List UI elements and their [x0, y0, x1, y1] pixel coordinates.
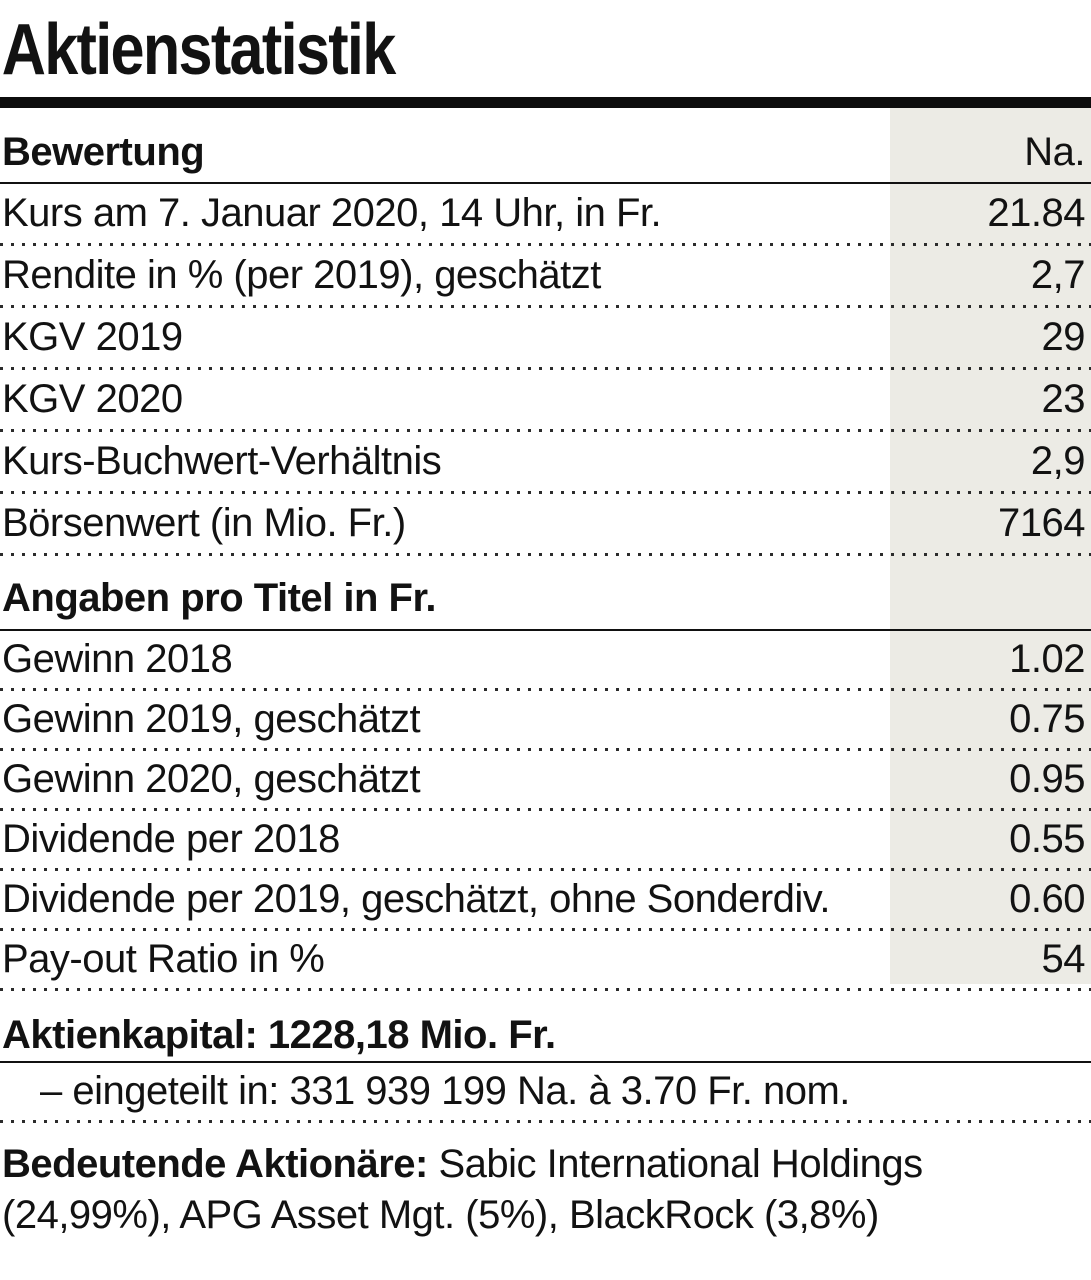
dotted-divider — [0, 243, 1091, 246]
row-value: 7164 — [998, 501, 1085, 545]
section-header-bewertung: Bewertung — [2, 130, 205, 174]
table-row: Rendite in % (per 2019), geschätzt 2,7 — [0, 246, 1091, 305]
dotted-divider — [0, 305, 1091, 308]
row-label: KGV 2020 — [2, 377, 183, 421]
dotted-divider — [0, 808, 1091, 811]
dotted-divider — [0, 868, 1091, 871]
share-capital-heading: Aktienkapital: 1228,18 Mio. Fr. — [0, 1009, 1091, 1063]
row-label: Dividende per 2019, geschätzt, ohne Sond… — [2, 877, 830, 921]
row-label: Dividende per 2018 — [2, 817, 340, 861]
row-label: Gewinn 2020, geschätzt — [2, 757, 421, 801]
table-row: Börsenwert (in Mio. Fr.) 7164 — [0, 494, 1091, 553]
row-value: 2,7 — [1030, 253, 1086, 297]
share-capital-detail: – eingeteilt in: 331 939 199 Na. à 3.70 … — [40, 1069, 850, 1113]
section-header-label: Angaben pro Titel in Fr. — [2, 576, 436, 620]
dotted-divider — [0, 988, 1091, 991]
row-label: Kurs am 7. Januar 2020, 14 Uhr, in Fr. — [2, 191, 662, 235]
table-row: Kurs-Buchwert-Verhältnis 2,9 — [0, 432, 1091, 491]
major-shareholders: Bedeutende Aktionäre: Sabic Internationa… — [0, 1139, 1091, 1241]
row-value: 0.60 — [1009, 877, 1085, 921]
row-value: 0.55 — [1009, 817, 1085, 861]
dotted-divider — [0, 367, 1091, 370]
row-value: 0.75 — [1009, 697, 1085, 741]
table-row: Dividende per 2019, geschätzt, ohne Sond… — [0, 871, 1091, 928]
row-value: 54 — [1041, 937, 1086, 981]
table-row: Gewinn 2020, geschätzt 0.95 — [0, 751, 1091, 808]
table-row: Gewinn 2018 1.02 — [0, 631, 1091, 688]
row-label: Rendite in % (per 2019), geschätzt — [2, 253, 601, 297]
major-shareholders-text: Sabic International Holdings (24,99%), A… — [2, 1142, 923, 1237]
row-value: 0.95 — [1009, 757, 1085, 801]
top-rule — [0, 97, 1091, 108]
dotted-divider — [0, 491, 1091, 494]
major-shareholders-label: Bedeutende Aktionäre: — [2, 1142, 428, 1186]
table-row: Kurs am 7. Januar 2020, 14 Uhr, in Fr. 2… — [0, 184, 1091, 243]
dotted-divider — [0, 429, 1091, 432]
section-bewertung: Kurs am 7. Januar 2020, 14 Uhr, in Fr. 2… — [0, 184, 1091, 556]
row-label: KGV 2019 — [2, 315, 183, 359]
table-row: Dividende per 2018 0.55 — [0, 811, 1091, 868]
row-label: Kurs-Buchwert-Verhältnis — [2, 439, 442, 483]
table-row: KGV 2020 23 — [0, 370, 1091, 429]
table-row: KGV 2019 29 — [0, 308, 1091, 367]
dotted-divider — [0, 688, 1091, 691]
row-label: Pay-out Ratio in % — [2, 937, 325, 981]
dotted-divider — [0, 748, 1091, 751]
row-label: Börsenwert (in Mio. Fr.) — [2, 501, 406, 545]
row-label: Gewinn 2019, geschätzt — [2, 697, 421, 741]
value-column-header: Na. — [1024, 130, 1085, 174]
row-value: 1.02 — [1009, 637, 1085, 681]
page-title: Aktienstatistik — [1, 10, 397, 90]
value-column-shading — [890, 108, 1091, 984]
section-header-angaben: Angaben pro Titel in Fr. — [0, 556, 1091, 631]
row-value: 2,9 — [1030, 439, 1086, 483]
section-angaben-pro-titel: Gewinn 2018 1.02 Gewinn 2019, geschätzt … — [0, 631, 1091, 991]
dotted-divider — [0, 553, 1091, 556]
table-header-row: Bewertung Na. — [0, 108, 1091, 184]
dotted-divider — [0, 928, 1091, 931]
row-label: Gewinn 2018 — [2, 637, 233, 681]
table-row: Gewinn 2019, geschätzt 0.75 — [0, 691, 1091, 748]
row-value: 23 — [1041, 377, 1086, 421]
row-value: 21.84 — [987, 191, 1085, 235]
dotted-divider — [0, 1120, 1091, 1123]
row-value: 29 — [1041, 315, 1086, 359]
table-row: Pay-out Ratio in % 54 — [0, 931, 1091, 988]
